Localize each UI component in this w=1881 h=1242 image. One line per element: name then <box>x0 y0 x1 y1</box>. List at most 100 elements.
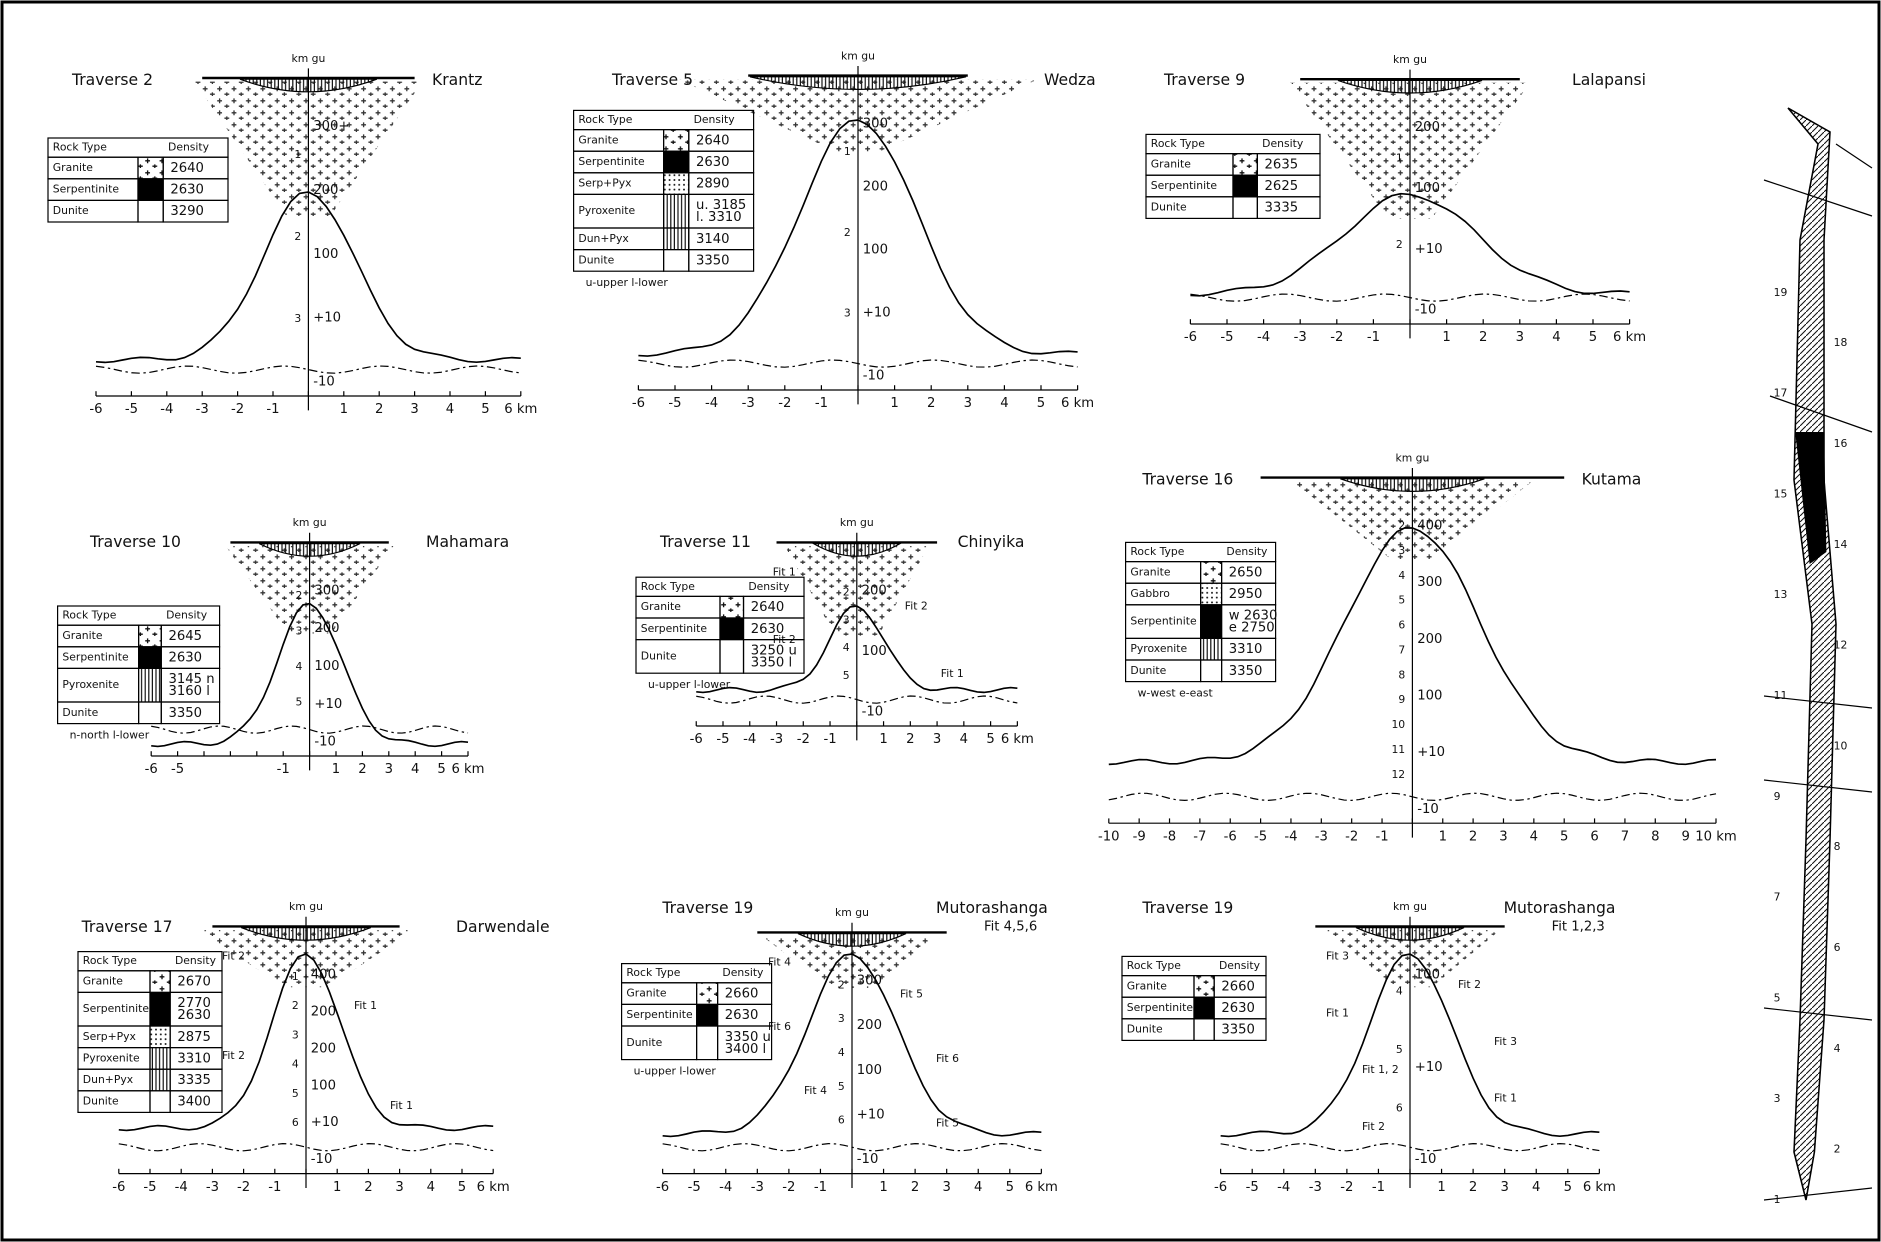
density: 2670 <box>177 975 211 990</box>
gu-label: 200 <box>863 180 888 195</box>
x-tick-label: 6 <box>1590 829 1598 844</box>
x-tick-label: 6 km <box>504 402 537 417</box>
rock-symbol <box>1232 196 1258 220</box>
x-tick-label: -6 <box>1224 829 1237 844</box>
rock-type: Serpentinite <box>626 1008 693 1021</box>
x-tick-label: -5 <box>171 762 184 777</box>
x-tick-label: -10 <box>1098 829 1120 844</box>
x-tick-label: -1 <box>266 402 279 417</box>
x-tick-label: 3 <box>1500 1180 1508 1195</box>
table-header: Rock Type <box>641 580 695 593</box>
gu-label: 300 <box>857 973 882 988</box>
gravity-profile <box>1190 192 1630 297</box>
place-name: Wedza <box>1044 71 1096 89</box>
rock-type: Dunite <box>53 204 89 217</box>
rock-type: Dunite <box>1151 201 1187 214</box>
map-label: 6 <box>1834 941 1841 954</box>
density: 3250 u <box>751 643 797 658</box>
x-tick-label: -3 <box>1309 1180 1322 1195</box>
gravity-profile <box>638 119 1078 357</box>
x-tick-label: 2 <box>358 762 366 777</box>
depth-label: 2 <box>294 230 301 243</box>
x-tick-label: 4 <box>1552 330 1560 345</box>
gravity-profile <box>696 605 1018 694</box>
map-label: 19 <box>1774 286 1788 299</box>
table-cell <box>688 249 755 272</box>
rock-type: Dunite <box>578 253 614 266</box>
depth-label: 4 <box>838 1046 845 1059</box>
density: 3335 <box>177 1073 211 1088</box>
table-header: Rock Type <box>1127 959 1181 972</box>
density: 3350 <box>696 253 730 268</box>
x-tick-label: 5 <box>1560 829 1568 844</box>
density: 2770 <box>177 996 211 1011</box>
density: 3350 <box>168 706 202 721</box>
fit-label: Fit 4 <box>768 955 791 968</box>
table-header: Rock Type <box>1151 137 1205 150</box>
rock-type: Dunite <box>1130 664 1166 677</box>
place-name: Chinyika <box>958 533 1025 551</box>
density: 3400 l <box>725 1042 766 1057</box>
gu-label: 300 <box>1417 575 1442 590</box>
depth-label: 3 <box>294 312 301 325</box>
residual-profile <box>662 1142 1042 1152</box>
x-tick-label: 6 km <box>451 762 484 777</box>
rock-type: Dun+Pyx <box>578 232 629 245</box>
fit-label: Fit 1 <box>390 1099 413 1112</box>
depth-label: 5 <box>1396 1043 1403 1056</box>
x-tick-label: 1 <box>879 732 887 747</box>
fit-label: Fit 2 <box>905 599 928 612</box>
x-tick-label: -4 <box>705 396 718 411</box>
panel-title: Traverse 19 <box>661 899 753 917</box>
x-tick-label: 5 <box>1037 396 1045 411</box>
x-tick-label: 5 <box>1589 330 1597 345</box>
rock-type: Pyroxenite <box>62 678 119 691</box>
gravity-profile <box>151 602 469 748</box>
panel-title: Traverse 17 <box>81 918 173 936</box>
density: 2640 <box>751 600 785 615</box>
map-label: 13 <box>1774 588 1788 601</box>
map-label: 10 <box>1834 739 1848 752</box>
gravity-profile <box>662 953 1042 1138</box>
x-tick-label: -3 <box>206 1180 219 1195</box>
x-tick-label: 1 <box>1437 1180 1445 1195</box>
depth-label: 3 <box>1398 544 1405 557</box>
gu-label: +10 <box>1417 745 1445 760</box>
density: 2630 <box>170 183 204 198</box>
fit-label: Fit 6 <box>768 1020 791 1033</box>
x-tick-label: 2 <box>911 1180 919 1195</box>
rock-type: Dun+Pyx <box>83 1073 134 1086</box>
rock-symbol <box>137 199 164 223</box>
fit-set: Fit 4,5,6 <box>984 919 1037 934</box>
gu-label: 200 <box>313 183 338 198</box>
depth-label: 6 <box>1396 1101 1403 1114</box>
x-tick-label: 4 <box>960 732 968 747</box>
table-header: Density <box>175 954 217 967</box>
x-tick-label: -6 <box>632 396 645 411</box>
fit-label: Fit 3 <box>1494 1035 1517 1048</box>
x-tick-label: -5 <box>668 396 681 411</box>
density: l. 3310 <box>696 210 742 225</box>
gu-label: -10 <box>1415 303 1437 318</box>
gravity-profile <box>95 191 521 364</box>
x-tick-label: 6 km <box>477 1180 510 1195</box>
x-tick-label: 5 <box>1564 1180 1572 1195</box>
map-label: 9 <box>1774 790 1781 803</box>
gravity-profile <box>118 953 494 1132</box>
x-tick-label: -6 <box>1214 1180 1227 1195</box>
rock-symbol <box>138 701 162 725</box>
table-cell <box>160 701 221 725</box>
rock-symbol <box>149 1090 171 1114</box>
depth-label: 5 <box>843 669 850 682</box>
table-cell <box>717 1025 773 1061</box>
table-header: Density <box>1226 545 1268 558</box>
rock-type: Serpentinite <box>1151 179 1218 192</box>
traverse-panel: Traverse 17 Darwendale km gu 400 200 200 100 +1… <box>77 900 550 1195</box>
rock-symbol <box>138 646 162 670</box>
table-header: Density <box>1262 137 1304 150</box>
map-label: 11 <box>1774 689 1788 702</box>
x-tick-label: 8 <box>1651 829 1659 844</box>
x-tick-label: -6 <box>690 732 703 747</box>
table-cell <box>162 199 229 223</box>
x-tick-label: 9 <box>1681 829 1689 844</box>
